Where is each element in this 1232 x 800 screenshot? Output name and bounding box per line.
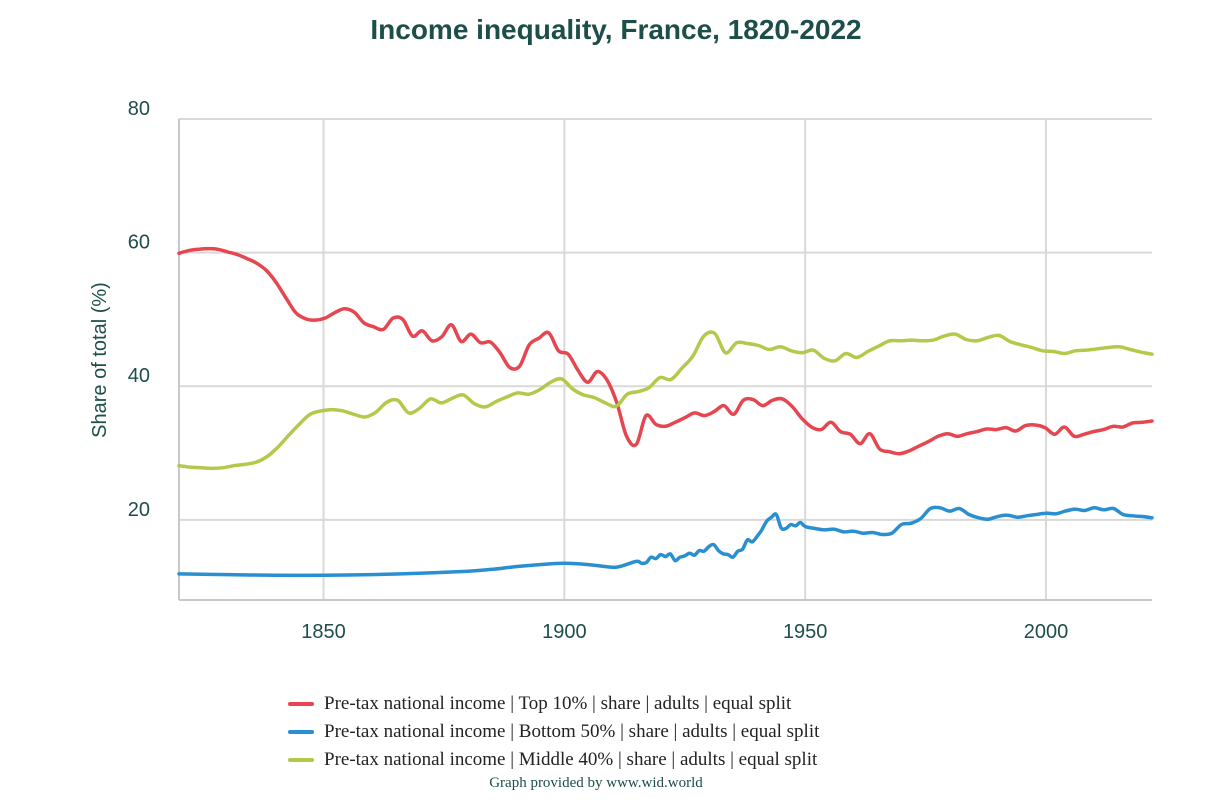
legend-item-bottom50[interactable]: Pre-tax national income | Bottom 50% | s…: [288, 718, 819, 746]
series-layer: [177, 246, 1154, 578]
chart-title: Income inequality, France, 1820-2022: [370, 14, 862, 45]
legend-swatch-bottom50: [288, 730, 314, 734]
legend-swatch-top10: [288, 702, 314, 706]
x-tick-label-1850: 1850: [301, 621, 346, 643]
legend-label-middle40: Pre-tax national income | Middle 40% | s…: [324, 749, 818, 770]
y-tick-label-60: 60: [128, 232, 150, 254]
y-tick-label-20: 20: [128, 499, 150, 521]
legend-label-bottom50: Pre-tax national income | Bottom 50% | s…: [324, 721, 820, 742]
credit-text: Graph provided by www.wid.world: [489, 775, 703, 791]
y-tick-label-40: 40: [128, 365, 150, 387]
x-tick-label-2000: 2000: [1024, 621, 1069, 643]
legend-swatch-middle40: [288, 758, 314, 762]
legend-item-middle40[interactable]: Pre-tax national income | Middle 40% | s…: [288, 746, 819, 774]
series-line-middle40[interactable]: [177, 330, 1154, 471]
series-line-bottom50[interactable]: [177, 505, 1154, 578]
y-tick-label-80: 80: [128, 98, 150, 120]
legend-item-top10[interactable]: Pre-tax national income | Top 10% | shar…: [288, 690, 819, 718]
axis-layer: [178, 119, 1152, 601]
series-line-top10[interactable]: [177, 246, 1154, 456]
grid-layer: [179, 118, 1152, 600]
x-tick-label-1950: 1950: [783, 621, 828, 643]
label-layer: 1850 1900 1950 2000 20 40 60 80: [128, 98, 1069, 643]
y-axis-title: Share of total (%): [89, 282, 111, 438]
x-tick-label-1900: 1900: [542, 621, 587, 643]
legend: Pre-tax national income | Top 10% | shar…: [288, 690, 819, 774]
legend-label-top10: Pre-tax national income | Top 10% | shar…: [324, 693, 792, 714]
